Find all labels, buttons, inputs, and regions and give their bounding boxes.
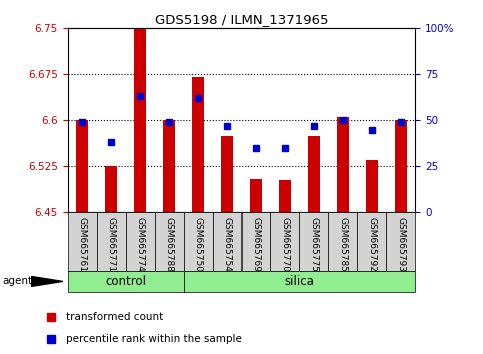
Bar: [328, 212, 357, 271]
Bar: [395, 120, 407, 212]
Bar: [76, 120, 88, 212]
Text: transformed count: transformed count: [66, 312, 164, 322]
Bar: [366, 160, 378, 212]
Text: agent: agent: [2, 276, 32, 286]
Text: GSM665750: GSM665750: [194, 217, 202, 272]
Bar: [386, 212, 415, 271]
Polygon shape: [31, 276, 63, 286]
Bar: [299, 212, 328, 271]
Bar: [250, 179, 262, 212]
Bar: [184, 212, 213, 271]
Bar: [184, 271, 415, 292]
Text: GSM665775: GSM665775: [310, 217, 318, 272]
Text: silica: silica: [284, 275, 314, 288]
Text: GSM665769: GSM665769: [252, 217, 260, 272]
Text: GSM665788: GSM665788: [165, 217, 173, 272]
Text: GSM665774: GSM665774: [136, 217, 144, 272]
Bar: [68, 271, 184, 292]
Text: GSM665792: GSM665792: [368, 217, 376, 272]
Bar: [97, 212, 126, 271]
Text: GSM665793: GSM665793: [397, 217, 405, 272]
Bar: [279, 180, 291, 212]
Bar: [163, 120, 175, 212]
Bar: [105, 166, 117, 212]
Bar: [242, 212, 270, 271]
Bar: [126, 212, 155, 271]
Text: GSM665785: GSM665785: [339, 217, 347, 272]
Text: GSM665770: GSM665770: [281, 217, 289, 272]
Bar: [337, 117, 349, 212]
Text: control: control: [105, 275, 146, 288]
Bar: [357, 212, 386, 271]
Title: GDS5198 / ILMN_1371965: GDS5198 / ILMN_1371965: [155, 13, 328, 26]
Text: GSM665761: GSM665761: [78, 217, 86, 272]
Bar: [192, 78, 204, 212]
Text: percentile rank within the sample: percentile rank within the sample: [66, 334, 242, 344]
Bar: [221, 136, 233, 212]
Bar: [213, 212, 242, 271]
Text: GSM665771: GSM665771: [107, 217, 115, 272]
Bar: [270, 212, 299, 271]
Bar: [68, 212, 97, 271]
Bar: [134, 28, 146, 212]
Bar: [155, 212, 184, 271]
Bar: [308, 136, 320, 212]
Text: GSM665754: GSM665754: [223, 217, 231, 272]
